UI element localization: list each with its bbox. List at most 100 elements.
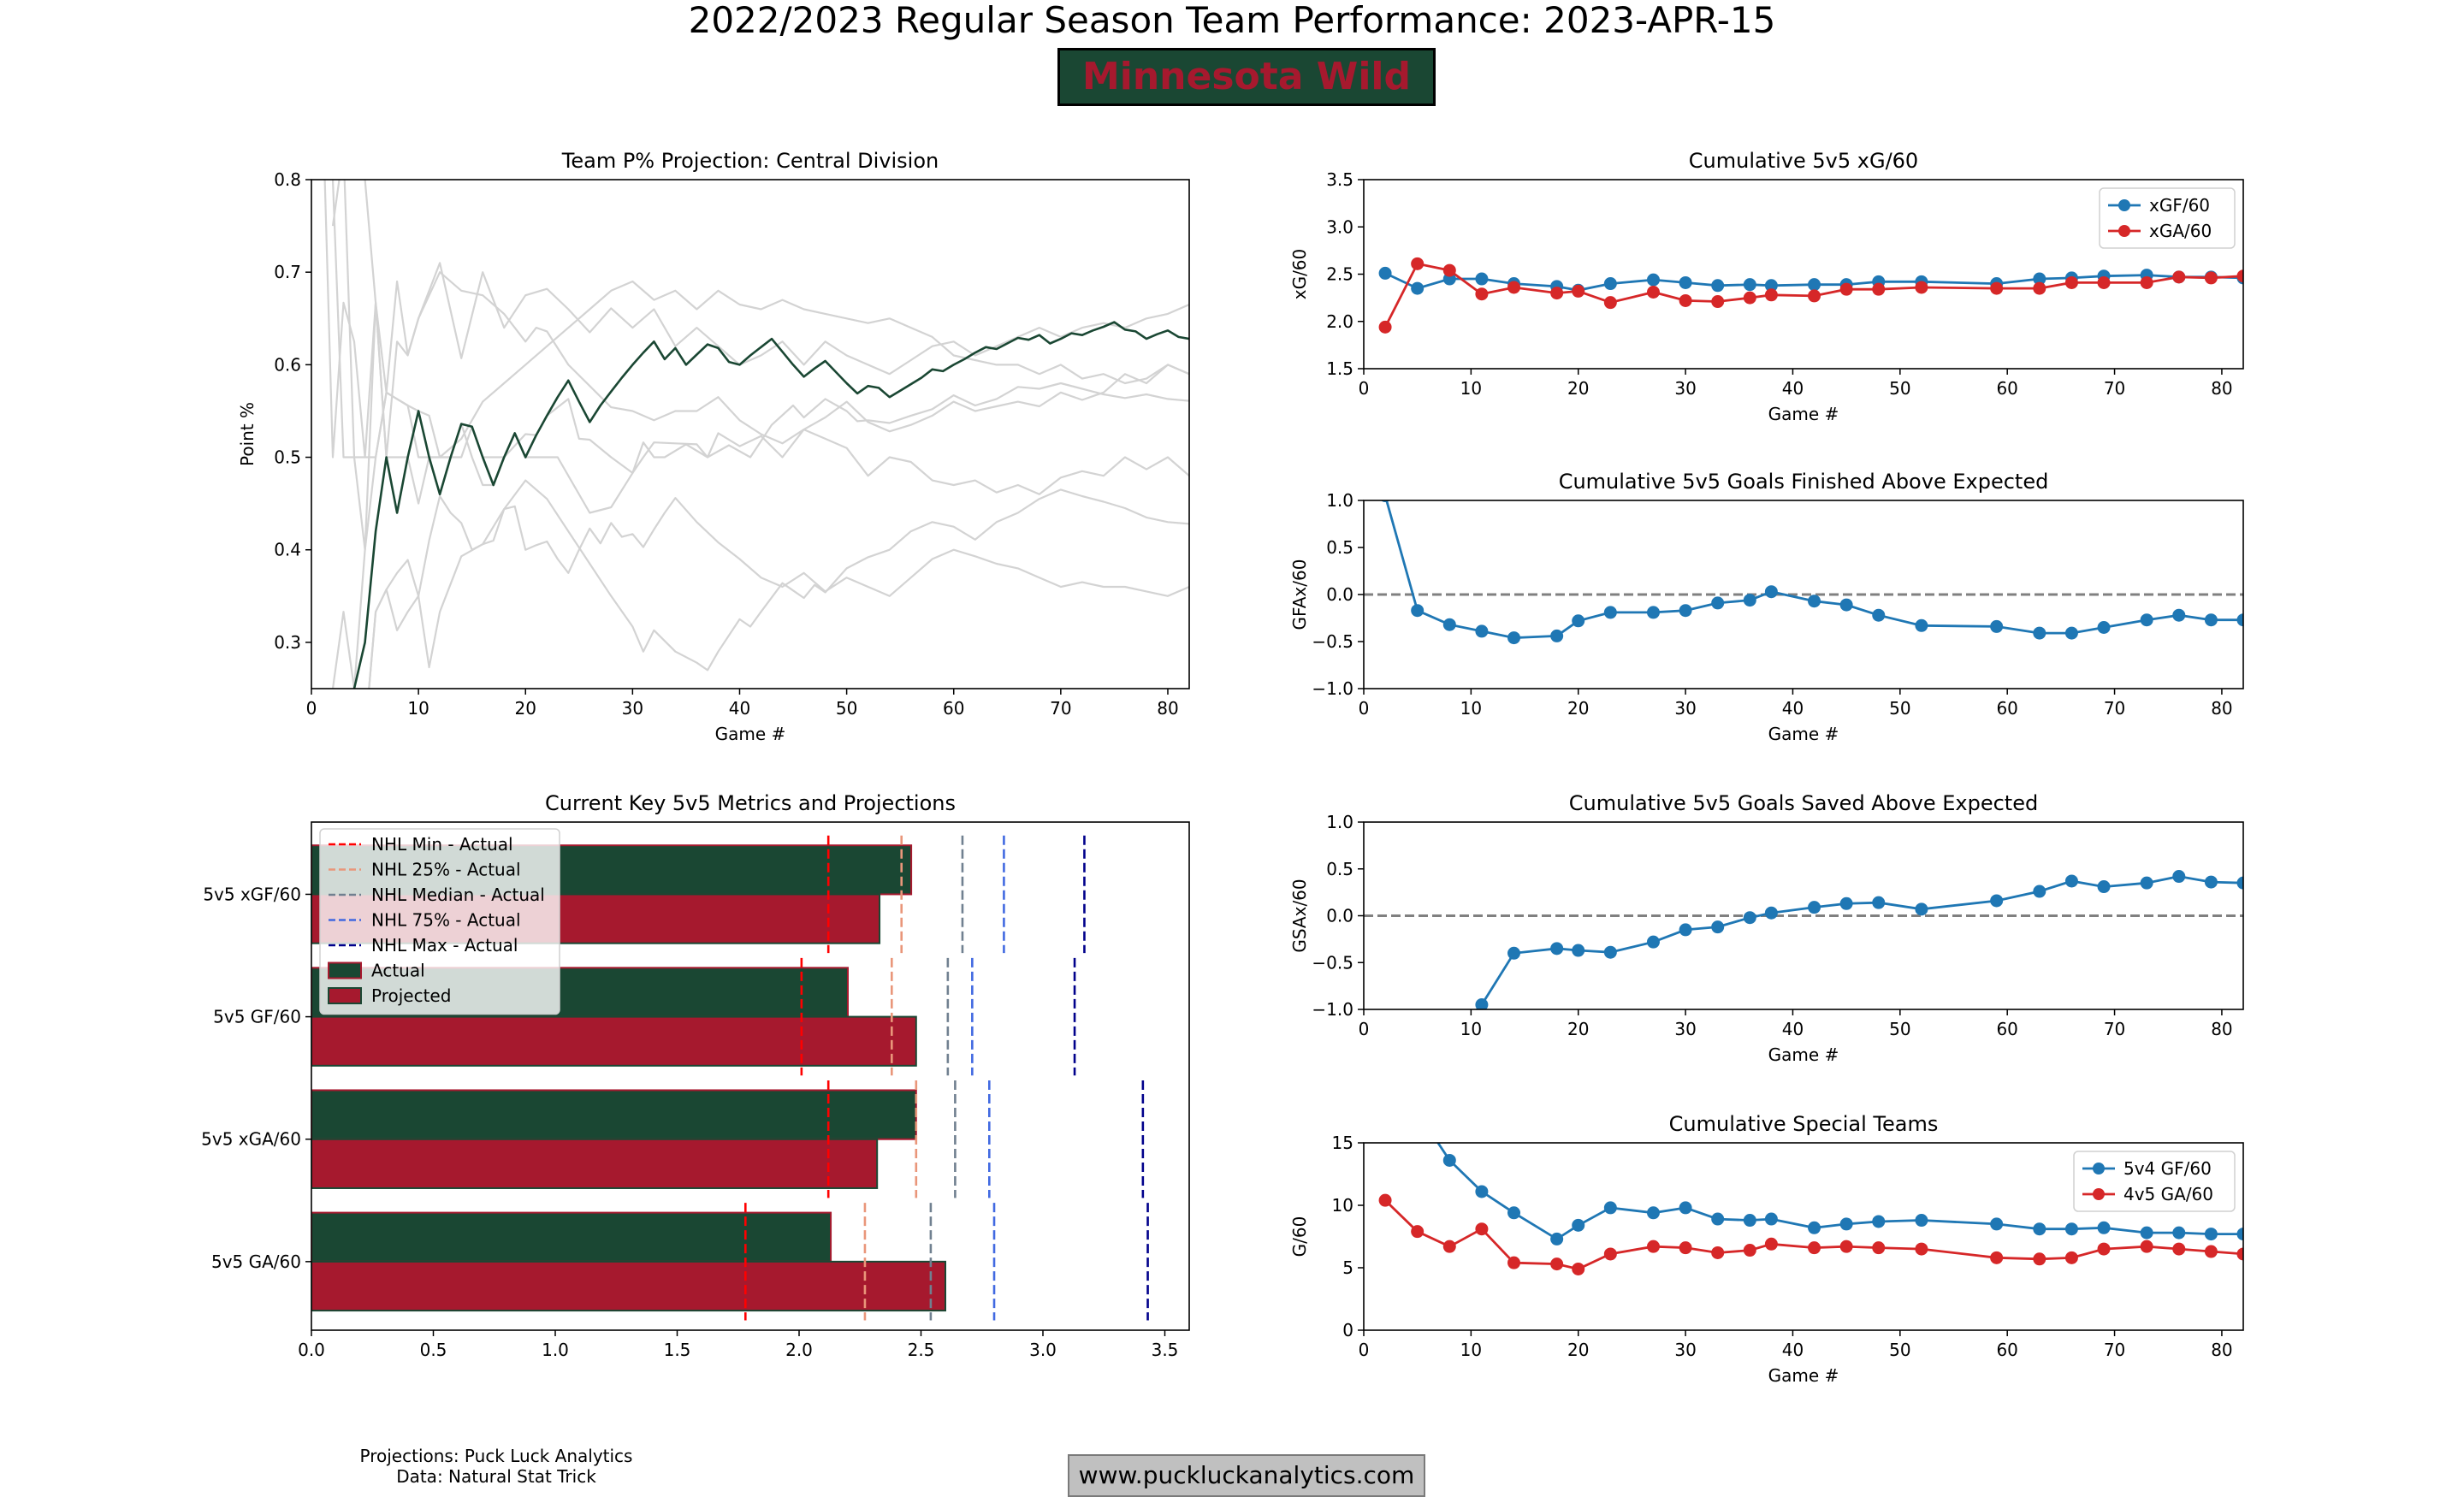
series-line (1385, 500, 2243, 640)
legend: NHL Min - Actual NHL 25% - Actual NHL Medi… (319, 828, 560, 1015)
y-tick-label: −0.5 (1312, 952, 1353, 973)
y-tick-label: 0.0 (1326, 906, 1353, 926)
data-point (1839, 1217, 1853, 1231)
x-tick-label: 10 (407, 698, 429, 719)
x-axis-label: Game # (1768, 1044, 1839, 1065)
data-point (1872, 282, 1886, 296)
x-tick-label: 80 (2211, 698, 2232, 719)
x-tick-label: 50 (836, 698, 857, 719)
plot-area (1378, 1105, 2243, 1275)
data-point (1808, 595, 1821, 608)
data-point (1550, 1257, 1564, 1271)
data-point (1915, 618, 1928, 632)
y-axis-label: xG/60 (1289, 249, 1310, 300)
data-point (1646, 285, 1660, 299)
data-point (1764, 906, 1778, 920)
data-point (2172, 608, 2186, 622)
chart-goals-saved-above-expected: Cumulative 5v5 Goals Saved Above Expecte… (1289, 791, 2244, 1157)
data-point (1411, 281, 1424, 295)
x-tick-label: 40 (1782, 698, 1804, 719)
x-tick-label: 0.5 (420, 1340, 447, 1360)
x-tick-label: 20 (1567, 1340, 1589, 1360)
x-tick-label: 0 (306, 698, 317, 719)
x-tick-label: 20 (1567, 1019, 1589, 1039)
legend-marker (2093, 1188, 2105, 1200)
data-point (2064, 626, 2078, 640)
y-tick-label: 1.0 (1326, 490, 1353, 511)
data-point (1679, 923, 1692, 937)
data-point (1442, 1153, 1456, 1167)
x-tick-label: 30 (1674, 1340, 1696, 1360)
data-point (2172, 1242, 2186, 1256)
data-point (2172, 1226, 2186, 1240)
chart-point-pct-projection: Team P% Projection: Central Division 0 10 2… (237, 149, 1190, 744)
series-line-division-team (331, 180, 1189, 551)
y-axis-label: GFAx/60 (1289, 559, 1310, 630)
data-point (2064, 874, 2078, 888)
data-point (2140, 275, 2153, 289)
chart-title: Cumulative 5v5 Goals Saved Above Expecte… (1569, 791, 2038, 815)
axes-frame (311, 179, 1190, 689)
y-tick-label: 0 (1342, 1320, 1353, 1340)
y-tick-label: 3.0 (1326, 216, 1353, 237)
axes-frame (311, 821, 1190, 1331)
website-link[interactable]: www.puckluckanalytics.com (1068, 1454, 1425, 1497)
data-point (1711, 920, 1725, 934)
data-point (1711, 596, 1725, 610)
x-tick-label: 40 (1782, 1340, 1804, 1360)
data-point (2033, 281, 2046, 295)
x-tick-label: 70 (2104, 1340, 2125, 1360)
x-tick-label: 80 (1157, 698, 1178, 719)
series-line-division-team (364, 180, 1189, 505)
data-point (1872, 608, 1886, 622)
x-tick-label: 0.0 (298, 1340, 325, 1360)
data-point (1872, 896, 1886, 909)
data-point (2236, 613, 2243, 627)
data-point (2097, 1221, 2111, 1234)
y-tick-label: −0.5 (1312, 631, 1353, 652)
data-point (1808, 289, 1821, 303)
data-point (1808, 1241, 1821, 1255)
legend-box (2073, 1151, 2236, 1212)
data-point (1378, 320, 1392, 334)
data-point (1475, 624, 1489, 638)
data-point (1572, 944, 1585, 957)
x-tick-label: 10 (1460, 1019, 1482, 1039)
data-point (1915, 902, 1928, 916)
axes-frame (1363, 1142, 2244, 1331)
series-line-division-team (323, 180, 1189, 459)
data-point (1475, 287, 1489, 301)
x-tick-label: 80 (2211, 378, 2232, 399)
legend-box (319, 828, 560, 1015)
x-tick-label: 10 (1460, 378, 1482, 399)
figure-title: 2022/2023 Regular Season Team Performanc… (688, 0, 1776, 41)
data-point (1603, 296, 1617, 310)
category-label: 5v5 GA/60 (211, 1251, 301, 1272)
y-tick-label: 0.7 (274, 262, 301, 282)
y-tick-label: −1.0 (1312, 678, 1353, 699)
data-point (1743, 1214, 1756, 1228)
x-tick-label: 30 (1674, 698, 1696, 719)
data-point (2064, 1251, 2078, 1264)
x-tick-label: 60 (1996, 1019, 2017, 1039)
x-tick-label: 30 (1674, 1019, 1696, 1039)
plot-area (1364, 500, 2243, 645)
data-point (1646, 1240, 1660, 1253)
series-line-division-team (331, 494, 1189, 689)
y-axis-label: Point % (237, 402, 258, 466)
x-axis-label: Game # (1768, 404, 1839, 424)
data-point (1839, 282, 1853, 296)
x-tick-label: 30 (622, 698, 643, 719)
data-point (2033, 1252, 2046, 1266)
data-point (1646, 273, 1660, 287)
data-point (1379, 1144, 1392, 1157)
data-point (1764, 288, 1778, 302)
data-point (1550, 287, 1564, 300)
legend-label: 5v4 GF/60 (2123, 1158, 2212, 1179)
data-point (1411, 1105, 1424, 1118)
plot-area (311, 835, 1149, 1321)
data-point (1603, 945, 1617, 959)
data-point (1475, 998, 1489, 1009)
x-axis-label: Game # (1768, 724, 1839, 744)
